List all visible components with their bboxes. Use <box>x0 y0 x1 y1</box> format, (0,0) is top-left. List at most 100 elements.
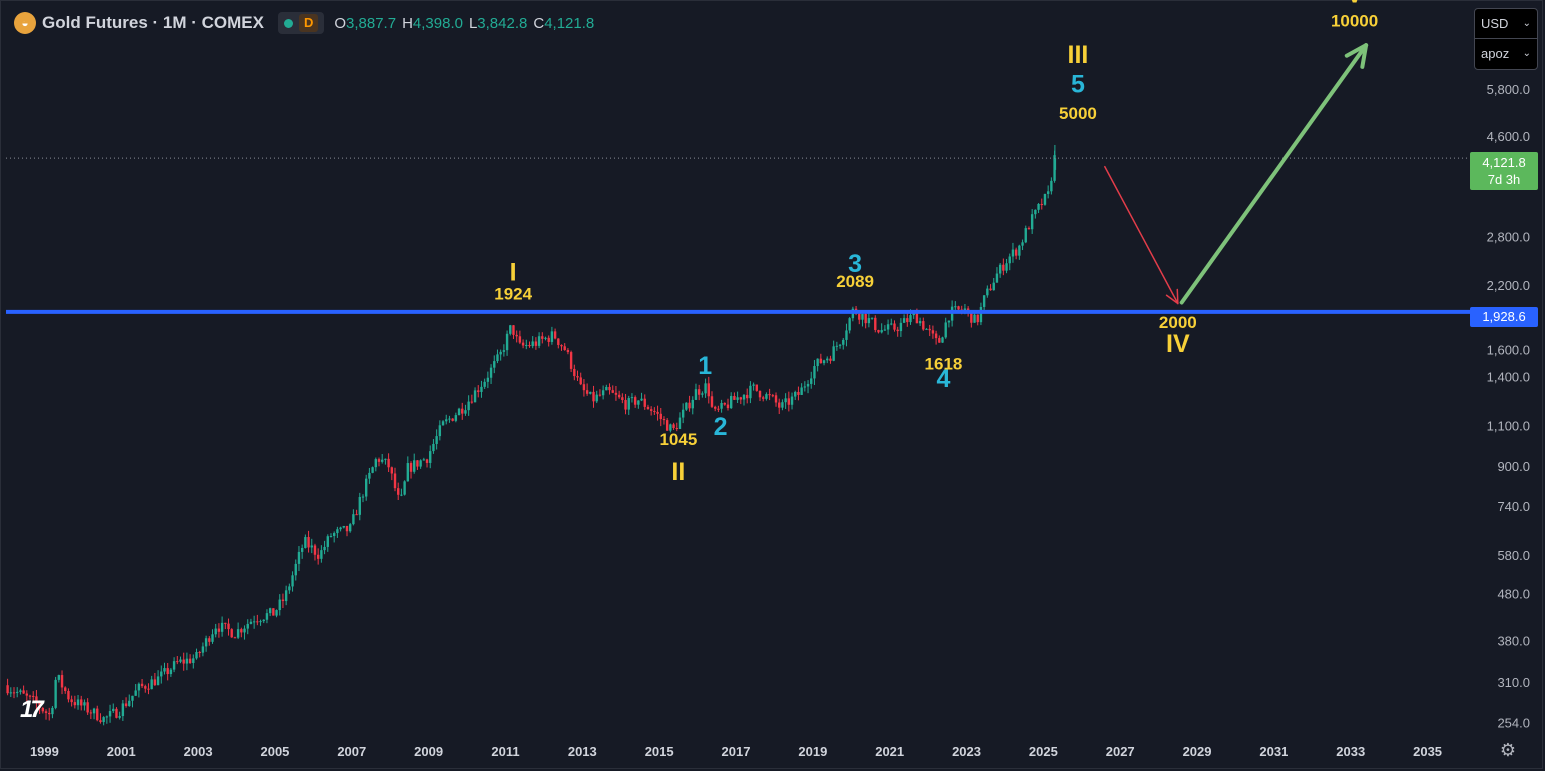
candle-body <box>278 599 281 611</box>
candle-body <box>870 317 874 319</box>
candle-body <box>896 329 899 332</box>
candle-body <box>822 360 826 364</box>
candle-body <box>326 536 329 547</box>
candle-body <box>259 621 262 623</box>
candle-body <box>416 460 419 467</box>
candle-body <box>493 361 496 368</box>
candle-body <box>6 685 9 694</box>
candle-body <box>877 329 880 333</box>
candle-body <box>608 386 611 391</box>
candle-body <box>291 575 294 587</box>
candle-body <box>445 419 448 422</box>
candle-body <box>457 408 461 416</box>
candle-body <box>842 339 845 345</box>
tradingview-logo-icon[interactable]: 17 <box>20 696 44 723</box>
candle-body <box>675 428 678 430</box>
candle-body <box>627 398 630 410</box>
last-price-tag: 4,121.8 7d 3h <box>1470 152 1538 190</box>
candle-body <box>595 394 598 402</box>
candle-body <box>800 387 803 395</box>
x-tick-label: 2007 <box>337 744 366 759</box>
candle-body <box>918 321 922 324</box>
candle-body <box>166 668 169 675</box>
unit-select[interactable]: apoz ⌄ <box>1475 38 1537 68</box>
candle-body <box>909 315 912 323</box>
candle-body <box>156 676 160 686</box>
symbol-title[interactable]: Gold Futures · 1M · COMEX <box>42 13 264 32</box>
candle-body <box>944 322 947 338</box>
candle-body <box>275 610 278 616</box>
candle-body <box>992 282 995 291</box>
candle-body <box>137 683 141 691</box>
candle-body <box>272 608 275 616</box>
data-badge: D <box>298 14 319 32</box>
candle-body <box>208 638 211 642</box>
wave-label: 2 <box>714 413 728 441</box>
candle-body <box>701 393 704 395</box>
currency-select[interactable]: USD ⌄ <box>1475 9 1537 38</box>
candle-body <box>1002 264 1005 271</box>
candle-body <box>429 451 432 463</box>
candle-body <box>640 398 643 401</box>
candle-body <box>134 690 137 696</box>
projection-arrow-head <box>1176 288 1179 305</box>
candle-body <box>566 350 570 353</box>
candle-body <box>531 341 534 347</box>
candle-body <box>89 712 93 714</box>
candle-body <box>553 331 557 339</box>
candle-body <box>448 418 451 420</box>
candle-body <box>182 659 185 664</box>
candle-body <box>265 613 269 620</box>
candle-body <box>227 623 230 630</box>
candle-body <box>858 313 861 320</box>
ohlc-legend: O3,887.7 H4,398.0 L3,842.8 C4,121.8 <box>334 15 594 32</box>
candle-body <box>906 318 909 323</box>
candle-body <box>480 386 483 392</box>
candle-body <box>352 514 355 525</box>
candle-body <box>387 458 390 468</box>
candle-body <box>96 708 99 721</box>
candle-body <box>425 459 429 463</box>
wave-label: V <box>1346 0 1363 8</box>
candle-body <box>755 384 759 391</box>
candle-body <box>681 409 685 418</box>
candle-body <box>432 443 435 452</box>
x-tick-label: 2013 <box>568 744 597 759</box>
candle-body <box>12 692 16 694</box>
candle-body <box>368 472 371 479</box>
candle-body <box>617 394 621 398</box>
candle-body <box>288 586 291 591</box>
candle-body <box>611 390 614 393</box>
candle-body <box>1034 209 1037 215</box>
y-tick-label: 2,800.0 <box>1487 229 1530 244</box>
candle-body <box>633 397 637 405</box>
candle-body <box>649 409 653 411</box>
y-tick-label: 480.0 <box>1497 586 1530 601</box>
ohlc-low-value: 3,842.8 <box>477 14 528 32</box>
candle-body <box>102 717 105 723</box>
wave-label: 5 <box>1071 70 1085 98</box>
candle-body <box>678 417 682 429</box>
candle-body <box>403 481 406 495</box>
candle-body <box>778 402 781 408</box>
x-tick-label: 2025 <box>1029 744 1058 759</box>
candle-body <box>60 675 64 688</box>
candle-body <box>252 621 256 623</box>
candle-body <box>323 546 326 551</box>
projection-arrow-shaft <box>1179 43 1369 305</box>
settings-gear-icon[interactable]: ⚙ <box>1499 740 1517 760</box>
y-tick-label: 2,200.0 <box>1487 278 1530 293</box>
wave-label: III <box>1068 41 1089 69</box>
candle-body <box>467 401 470 411</box>
market-status-pill[interactable]: D <box>277 12 325 34</box>
candle-body <box>483 381 486 387</box>
y-tick-label: 380.0 <box>1497 634 1530 649</box>
horizontal-line-price-tag[interactable]: 1,928.6 <box>1470 307 1538 327</box>
candle-body <box>694 389 698 400</box>
candle-body <box>268 608 272 614</box>
candle-body <box>86 702 89 713</box>
candle-body <box>19 690 22 692</box>
candle-body <box>746 394 749 399</box>
candle-body <box>915 312 919 324</box>
